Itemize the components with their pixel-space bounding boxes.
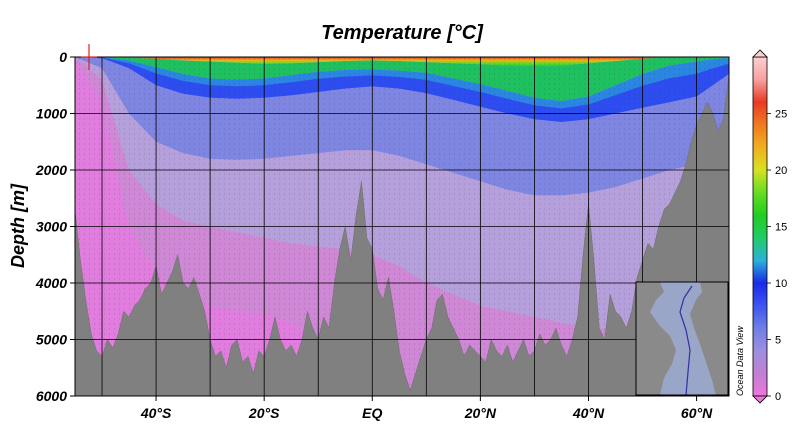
x-tick-label: 60°N: [681, 405, 713, 421]
colorbar-tick-label: 5: [775, 335, 781, 347]
y-tick-label: 5000: [36, 332, 67, 348]
watermark: Ocean Data View: [735, 326, 745, 396]
colorbar: 0 5 10 15 20 25: [752, 49, 787, 404]
inset-map-section-line: [679, 285, 693, 396]
x-tick-label: EQ: [362, 405, 382, 421]
x-tick-label: 40°N: [572, 405, 605, 421]
colorbar-tick-label: 20: [775, 165, 787, 177]
colorbar-top-cap: [752, 49, 768, 58]
colorbar-bottom-cap: [752, 395, 768, 404]
y-tick-label: 2000: [35, 162, 67, 178]
water-below-1c-layer: [75, 59, 729, 396]
colorbar-tick-label: 10: [775, 278, 787, 290]
water-1-2c-layer: [75, 57, 729, 396]
y-axis-label: Depth [m]: [8, 183, 28, 268]
y-tick-label: 1000: [36, 106, 67, 122]
inset-map-land-africa-europe: [690, 282, 728, 395]
colorbar-tick-label: 0: [775, 391, 781, 403]
colorbar-tick-label: 25: [775, 109, 787, 121]
colorbar-ramp: [752, 56, 768, 397]
chart-title: Temperature [°C]: [321, 22, 484, 44]
plot-area: [75, 57, 729, 396]
y-tick-label: 4000: [35, 275, 67, 291]
water-2-3c-layer: [75, 57, 729, 329]
water-3-5c-layer: [75, 57, 729, 196]
y-tick-label: 6000: [36, 388, 67, 404]
thermocline-transition-layer: [75, 57, 729, 109]
x-tick-label: 20°N: [464, 405, 497, 421]
water-above-20c-layer: [75, 57, 729, 66]
y-tick-label: 3000: [36, 219, 67, 235]
inset-map-land-americas: [636, 282, 676, 395]
inset-map: [635, 281, 729, 396]
station-marker: [81, 44, 97, 70]
water-10-20c-layer: [75, 57, 729, 102]
inset-map-frame: [635, 281, 729, 396]
y-tick-label: 0: [59, 49, 67, 65]
x-tick-label: 20°S: [248, 405, 280, 421]
colorbar-tick-label: 15: [775, 222, 787, 234]
x-tick-label: 40°S: [140, 405, 172, 421]
